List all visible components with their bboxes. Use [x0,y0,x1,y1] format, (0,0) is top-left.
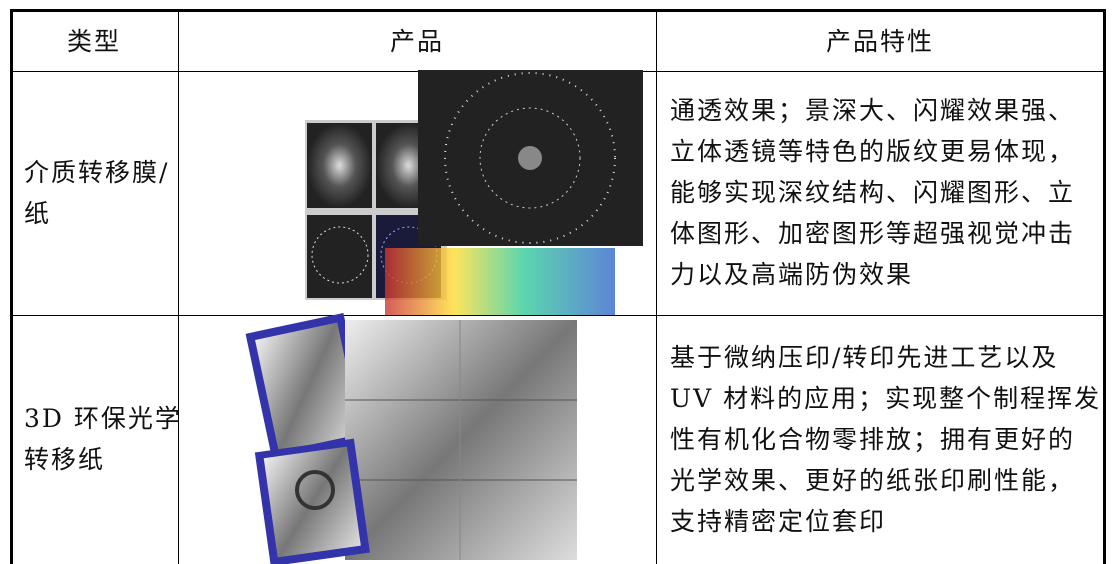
type-text: 介质转移膜/ [24,157,170,187]
type-text: 转移纸 [24,445,106,474]
feature-text: 力以及高端防伪效果 [670,260,914,289]
table-border-left [10,9,13,564]
feature-text: 基于微纳压印/转印先进工艺以及 [670,342,1059,372]
feature-text: 支持精密定位套印 [670,506,887,536]
feature-text: 性有机化合物零排放；拥有更好的 [670,424,1076,454]
row-divider [10,315,1106,316]
table-border-top [10,9,1106,12]
feature-text: 光学效果、更好的纸张印刷性能， [670,465,1076,495]
column-divider [656,9,657,564]
type-text: 纸 [24,198,52,228]
product-image-2 [245,313,577,564]
feature-text: 能够实现深纹结构、闪耀图形、立 [670,178,1076,207]
feature-text: 通透效果；景深大、闪耀效果强、 [670,96,1076,125]
column-divider [178,9,179,564]
header-cell: 产品 [389,27,445,56]
feature-text: UV 材料的应用；实现整个制程挥发 [670,383,1102,413]
product-image-1 [305,70,643,315]
header-cell: 类型 [66,27,122,56]
feature-text: 体图形、加密图形等超强视觉冲击 [670,219,1076,248]
feature-text: 立体透镜等特色的版纹更易体现， [670,137,1076,166]
header-cell: 产品特性 [825,27,935,56]
type-text: 3D 环保光学 [24,404,182,433]
table-border-right [1103,9,1106,564]
